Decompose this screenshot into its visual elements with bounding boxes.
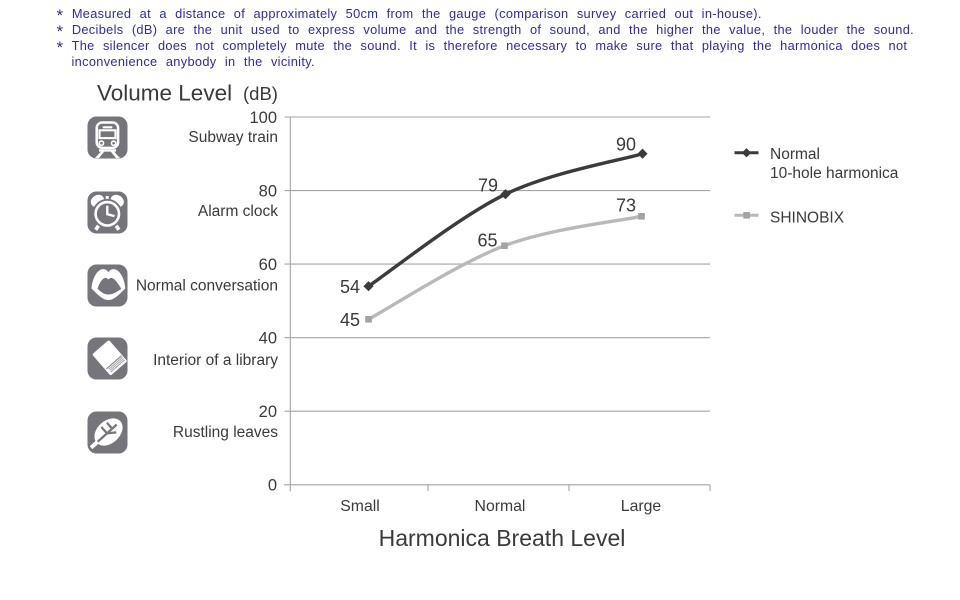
svg-text:Normal conversation: Normal conversation: [136, 278, 278, 295]
svg-text:10-hole harmonica: 10-hole harmonica: [770, 165, 899, 182]
svg-text:40: 40: [259, 330, 277, 348]
svg-text:Subway train: Subway train: [188, 129, 278, 146]
svg-text:80: 80: [259, 182, 277, 200]
svg-text:Harmonica Breath Level: Harmonica Breath Level: [379, 525, 626, 551]
svg-text:(dB): (dB): [243, 83, 278, 104]
svg-text:Normal: Normal: [770, 146, 820, 163]
svg-text:45: 45: [340, 310, 360, 330]
svg-text:73: 73: [616, 196, 636, 216]
svg-text:Volume Level: Volume Level: [97, 81, 232, 106]
svg-text:100: 100: [249, 109, 277, 127]
svg-text:Small: Small: [340, 498, 380, 515]
svg-text:90: 90: [616, 135, 636, 155]
svg-text:20: 20: [259, 403, 277, 421]
svg-text:Normal: Normal: [475, 498, 526, 515]
svg-text:Interior of a library: Interior of a library: [153, 352, 278, 369]
svg-text:60: 60: [259, 256, 277, 274]
svg-text:SHINOBIX: SHINOBIX: [770, 210, 845, 227]
svg-text:Rustling leaves: Rustling leaves: [173, 424, 278, 441]
svg-text:0: 0: [268, 477, 277, 495]
svg-text:Large: Large: [621, 498, 662, 515]
svg-text:Alarm clock: Alarm clock: [198, 203, 278, 220]
svg-text:79: 79: [478, 176, 498, 196]
svg-text:65: 65: [477, 231, 497, 251]
svg-text:54: 54: [340, 277, 360, 297]
